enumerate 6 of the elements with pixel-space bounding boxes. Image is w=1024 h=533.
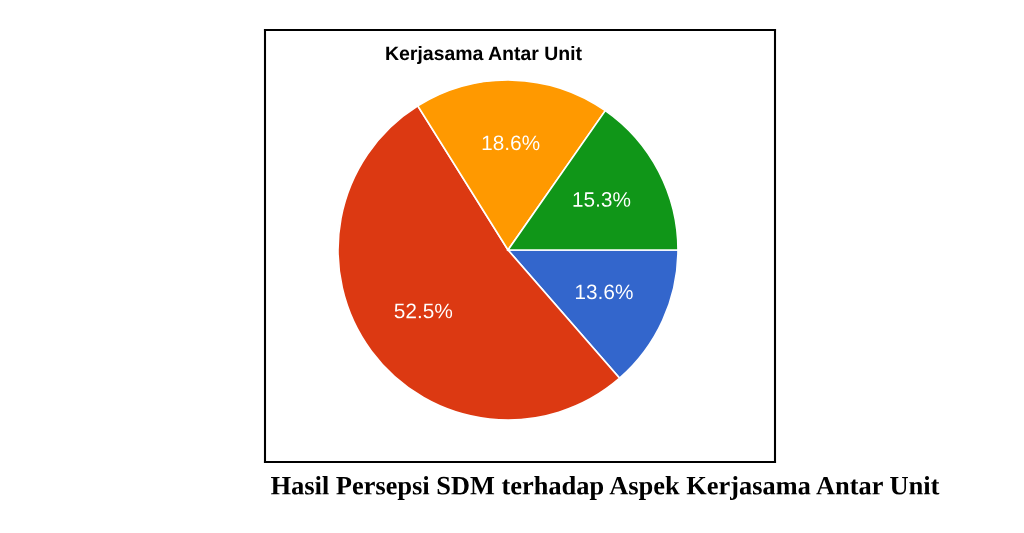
text: Hasil Persepsi SDM terhadap Aspek Kerjasama Antar Unit xyxy=(271,476,940,500)
data-label: 15.3% xyxy=(573,192,631,207)
chart-title: Kerjasama Antar Unit xyxy=(386,45,582,65)
data-label: 13.6% xyxy=(575,284,633,300)
data-label: 18.6% xyxy=(482,135,540,151)
data-label: 52.5% xyxy=(394,303,453,319)
